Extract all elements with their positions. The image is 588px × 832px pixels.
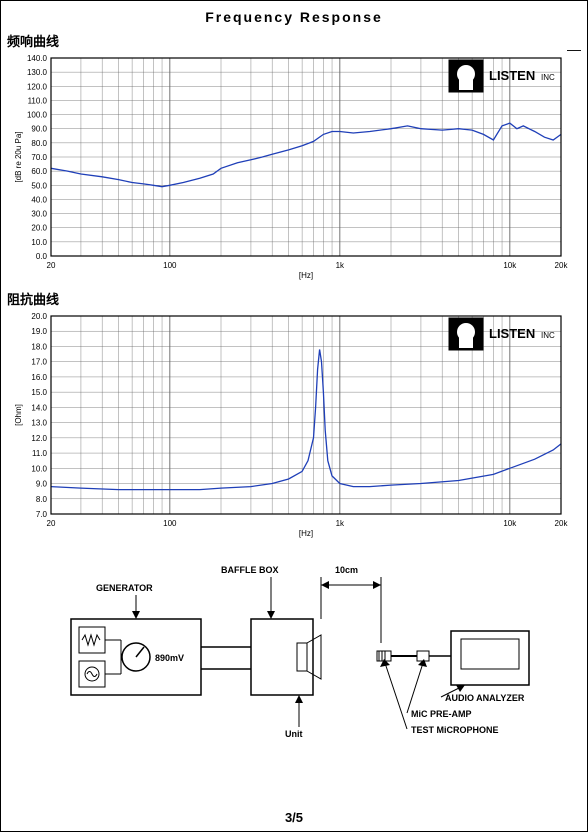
page-title: Frequency Response: [1, 1, 587, 29]
svg-text:90.0: 90.0: [31, 125, 47, 134]
svg-text:10k: 10k: [503, 519, 517, 528]
svg-text:15.0: 15.0: [31, 388, 47, 397]
svg-text:60.0: 60.0: [31, 167, 47, 176]
svg-text:100.0: 100.0: [27, 111, 48, 120]
svg-text:[Hz]: [Hz]: [299, 271, 313, 280]
svg-text:1k: 1k: [336, 261, 345, 270]
page: Frequency Response — 频响曲线 0.0 10.0 20.0 30.…: [0, 0, 588, 832]
svg-text:50.0: 50.0: [31, 181, 47, 190]
svg-text:INC: INC: [541, 73, 555, 82]
svg-text:20k: 20k: [555, 519, 569, 528]
svg-text:8.0: 8.0: [36, 495, 48, 504]
svg-text:20: 20: [47, 519, 56, 528]
svg-text:140.0: 140.0: [27, 54, 48, 63]
svg-text:110.0: 110.0: [28, 96, 48, 105]
svg-text:120.0: 120.0: [27, 82, 48, 91]
svg-text:0.0: 0.0: [36, 252, 48, 261]
svg-text:Unit: Unit: [285, 729, 303, 739]
svg-text:12.0: 12.0: [31, 434, 47, 443]
svg-text:[dB re 20u Pa]: [dB re 20u Pa]: [14, 131, 23, 182]
svg-text:TEST MiCROPHONE: TEST MiCROPHONE: [411, 725, 499, 735]
svg-text:30.0: 30.0: [31, 210, 47, 219]
svg-text:20k: 20k: [555, 261, 569, 270]
decorative-dash: —: [567, 41, 581, 57]
svg-text:17.0: 17.0: [31, 358, 47, 367]
svg-text:890mV: 890mV: [155, 653, 184, 663]
impedance-chart: 7.0 8.0 9.0 10.0 11.0 12.0 13.0 14.0 15.0 16.0 17.…: [9, 310, 579, 545]
frequency-response-chart: 0.0 10.0 20.0 30.0 40.0 50.0 60.0 70.0 80.0 90.0 1…: [9, 52, 579, 287]
svg-text:10.0: 10.0: [31, 238, 47, 247]
chart1-title: 频响曲线: [1, 29, 587, 52]
svg-text:100: 100: [163, 519, 177, 528]
svg-text:100: 100: [163, 261, 177, 270]
svg-text:13.0: 13.0: [31, 419, 47, 428]
svg-text:MiC PRE-AMP: MiC PRE-AMP: [411, 709, 472, 719]
chart2-title: 阻抗曲线: [1, 287, 587, 310]
svg-text:[Ohm]: [Ohm]: [14, 404, 23, 426]
svg-text:40.0: 40.0: [31, 195, 47, 204]
svg-text:9.0: 9.0: [36, 480, 48, 489]
svg-text:20.0: 20.0: [31, 224, 47, 233]
test-setup-diagram: GENERATOR 890mV BAFFLE BOX Unit 10cm AUDIO AN…: [41, 551, 547, 756]
svg-text:11.0: 11.0: [32, 449, 48, 458]
svg-text:7.0: 7.0: [36, 510, 48, 519]
svg-text:18.0: 18.0: [31, 342, 47, 351]
svg-text:BAFFLE BOX: BAFFLE BOX: [221, 565, 279, 575]
svg-text:80.0: 80.0: [31, 139, 47, 148]
svg-text:20.0: 20.0: [31, 312, 47, 321]
svg-text:19.0: 19.0: [31, 327, 47, 336]
svg-text:10.0: 10.0: [31, 464, 47, 473]
svg-text:LISTEN: LISTEN: [489, 68, 535, 83]
svg-text:LISTEN: LISTEN: [489, 326, 535, 341]
svg-text:20: 20: [47, 261, 56, 270]
svg-text:INC: INC: [541, 331, 555, 340]
svg-text:AUDIO ANALYZER: AUDIO ANALYZER: [445, 693, 525, 703]
svg-text:1k: 1k: [336, 519, 345, 528]
svg-text:[Hz]: [Hz]: [299, 529, 313, 538]
svg-text:70.0: 70.0: [31, 153, 47, 162]
svg-text:10cm: 10cm: [335, 565, 358, 575]
svg-text:GENERATOR: GENERATOR: [96, 583, 153, 593]
page-number: 3/5: [1, 810, 587, 825]
svg-text:16.0: 16.0: [31, 373, 47, 382]
svg-text:14.0: 14.0: [31, 403, 47, 412]
svg-text:130.0: 130.0: [27, 68, 48, 77]
svg-text:10k: 10k: [503, 261, 517, 270]
